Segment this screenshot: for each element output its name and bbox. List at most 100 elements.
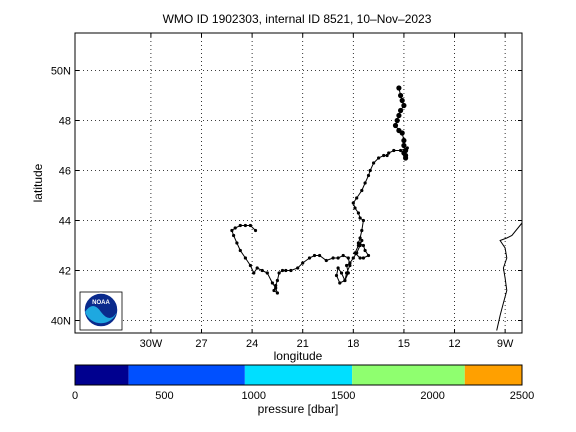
colorbar-segment <box>244 365 353 385</box>
track-point <box>301 261 305 265</box>
colorbar-tick-label: 1500 <box>331 390 355 402</box>
y-tick-label: 48 <box>59 116 71 128</box>
track-point <box>351 201 355 205</box>
track-point <box>361 218 365 223</box>
colorbar-tick-label: 2500 <box>510 390 534 402</box>
track-point <box>403 155 409 161</box>
colorbar-tick-label: 2000 <box>420 390 444 402</box>
track-point <box>360 188 364 193</box>
track-point <box>396 112 402 119</box>
track-point <box>296 266 300 270</box>
track-point <box>280 268 285 273</box>
noaa-logo-text: NOAA <box>92 300 110 306</box>
track-point <box>253 228 258 233</box>
track-point <box>270 281 274 285</box>
colorbar-segment <box>352 365 465 385</box>
y-tick-label: 44 <box>59 216 71 228</box>
track-point <box>336 266 340 270</box>
track-point <box>363 248 367 253</box>
track-point <box>356 241 360 245</box>
coastline-line <box>496 222 523 331</box>
track-point <box>361 243 365 248</box>
track-point <box>243 256 247 260</box>
track-point <box>353 206 357 210</box>
track-point <box>331 256 335 260</box>
track-point <box>289 268 293 273</box>
track-point <box>348 263 352 268</box>
track-point <box>372 161 376 165</box>
x-tick-label: 18 <box>347 338 359 350</box>
track-point <box>252 271 256 275</box>
track-point <box>358 256 362 260</box>
track-point <box>387 151 391 155</box>
map-axes: 30W 27 24 21 18 15 12 9W 40N 42 44 46 48 50N NOAA <box>51 32 523 350</box>
colorbar-segment <box>464 365 522 385</box>
track-point <box>230 228 234 233</box>
track-point <box>358 216 362 220</box>
track-point <box>401 142 407 149</box>
track-point <box>339 271 344 275</box>
track-point <box>235 241 239 245</box>
track-point <box>399 97 405 104</box>
track-point <box>366 253 371 258</box>
track-point <box>343 278 347 283</box>
y-tick-label: 40N <box>51 316 71 328</box>
x-tick-label: 30W <box>140 338 163 350</box>
track-point <box>396 85 402 91</box>
track-point <box>399 130 405 136</box>
longitude-ticks: 30W 27 24 21 18 15 12 9W <box>140 33 514 350</box>
track-point <box>275 291 279 295</box>
track-point <box>405 146 409 150</box>
track-point <box>398 92 404 99</box>
track-point <box>366 173 371 178</box>
track-point <box>274 283 278 288</box>
pressure-colorbar: 0 500 1000 1500 2000 2500 pressure [dbar] <box>72 364 534 416</box>
track-point <box>312 253 317 258</box>
y-tick-label: 50N <box>51 66 71 78</box>
track-point <box>265 271 269 275</box>
track-point <box>363 181 367 185</box>
x-tick-label: 21 <box>297 338 309 350</box>
track-point <box>348 261 352 265</box>
noaa-logo: NOAA <box>79 291 123 331</box>
track-point <box>336 256 340 260</box>
track-point <box>338 281 342 285</box>
track-point <box>368 168 372 173</box>
track-point <box>399 148 403 153</box>
track-point <box>345 263 349 268</box>
track-point <box>284 268 288 273</box>
track-point <box>385 153 389 158</box>
colorbar-tick-label: 0 <box>72 390 78 402</box>
y-axis-label: latitude <box>31 163 45 202</box>
track-point <box>345 271 349 275</box>
track-point <box>355 251 359 255</box>
coastline <box>496 222 523 331</box>
track-point <box>248 263 252 268</box>
colorbar-label: pressure [dbar] <box>258 402 339 416</box>
float-track <box>230 85 409 295</box>
track-point <box>275 278 279 283</box>
y-tick-label: 42 <box>59 266 71 278</box>
x-tick-label: 27 <box>195 338 207 350</box>
track-point <box>324 258 328 263</box>
track-point <box>360 238 364 243</box>
x-tick-label: 15 <box>398 338 410 350</box>
track-point <box>238 223 242 228</box>
track-point <box>260 268 264 273</box>
track-point <box>361 256 365 260</box>
track-point <box>356 211 360 215</box>
track-point <box>377 156 381 160</box>
track-point <box>346 256 350 260</box>
x-tick-label: 24 <box>246 338 258 350</box>
y-tick-label: 46 <box>59 166 71 178</box>
grid-lines <box>75 33 522 333</box>
track-point <box>355 196 359 200</box>
x-tick-label: 9W <box>497 338 514 350</box>
colorbar-segment <box>75 365 129 385</box>
track-point <box>233 226 237 230</box>
colorbar-tick-label: 1000 <box>242 390 266 402</box>
track-point <box>360 228 364 233</box>
track-point <box>232 233 236 238</box>
track-point <box>277 271 281 275</box>
